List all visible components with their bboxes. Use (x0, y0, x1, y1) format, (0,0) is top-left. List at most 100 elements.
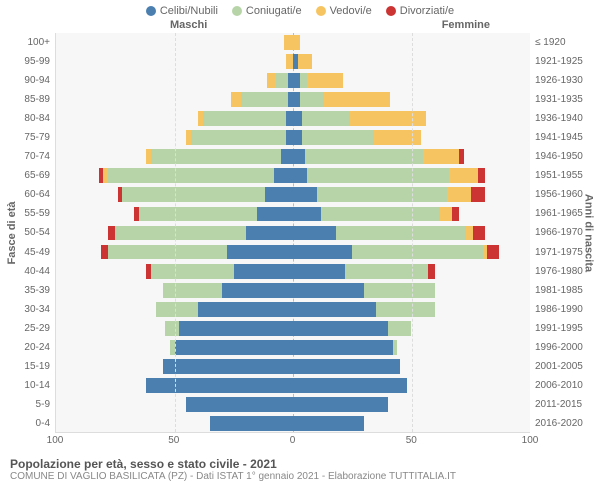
bar-segment (286, 111, 293, 126)
bar-segment (186, 397, 293, 412)
bar-segment (350, 111, 426, 126)
birth-label: 1986-1990 (535, 300, 600, 319)
birth-label: 1971-1975 (535, 243, 600, 262)
bar-segment (175, 340, 294, 355)
y-axis-left: 100+95-9990-9485-8980-8475-7970-7465-696… (0, 33, 55, 433)
bar-segment (234, 264, 293, 279)
bar-segment (222, 283, 293, 298)
bar-segment (231, 92, 240, 107)
pyramid-row (56, 264, 530, 279)
bar-segment (302, 130, 373, 145)
legend: Celibi/Nubili Coniugati/e Vedovi/e Divorzia… (0, 0, 600, 19)
bar-segment (101, 245, 108, 260)
age-label: 100+ (0, 33, 50, 52)
birth-label: 2006-2010 (535, 376, 600, 395)
bar-segment (452, 207, 459, 222)
bar-segment (293, 283, 364, 298)
bar-segment (108, 245, 227, 260)
legend-label: Coniugati/e (246, 5, 302, 17)
bar-segment (198, 302, 293, 317)
bar-segment (293, 130, 302, 145)
bar-segment (293, 302, 376, 317)
bar-segment (324, 92, 390, 107)
age-label: 45-49 (0, 243, 50, 262)
bar-segment (286, 54, 293, 69)
pyramid-row (56, 149, 530, 164)
pyramid-row (56, 73, 530, 88)
bar-segment (115, 226, 245, 241)
bar-segment (108, 168, 274, 183)
bar-segment (274, 168, 293, 183)
bar-segment (163, 283, 222, 298)
age-label: 25-29 (0, 319, 50, 338)
pyramid-row (56, 54, 530, 69)
bar-segment (179, 321, 293, 336)
pyramid-row (56, 283, 530, 298)
bar-segment (393, 340, 398, 355)
bar-segment (286, 130, 293, 145)
birth-label: 2011-2015 (535, 395, 600, 414)
chart-area: 100+95-9990-9485-8980-8475-7970-7465-696… (0, 33, 600, 433)
pyramid-row (56, 92, 530, 107)
age-label: 35-39 (0, 281, 50, 300)
birth-label: 1946-1950 (535, 147, 600, 166)
bar-segment (293, 340, 393, 355)
x-tick: 100 (522, 435, 539, 446)
birth-label: 1951-1955 (535, 166, 600, 185)
legend-item: Divorziati/e (386, 5, 454, 17)
grid-line (412, 33, 413, 432)
age-label: 95-99 (0, 52, 50, 71)
bar-segment (466, 226, 473, 241)
bar-segment (265, 187, 293, 202)
bar-segment (478, 168, 485, 183)
bar-segment (293, 168, 307, 183)
bar-segment (447, 187, 471, 202)
bar-segment (163, 359, 293, 374)
x-tick: 100 (47, 435, 64, 446)
birth-label: 1921-1925 (535, 52, 600, 71)
bar-segment (151, 149, 281, 164)
legend-item: Celibi/Nubili (146, 5, 218, 17)
bar-segment (122, 187, 264, 202)
birth-label: 2016-2020 (535, 414, 600, 433)
legend-dot (386, 6, 396, 16)
birth-label: 1981-1985 (535, 281, 600, 300)
bar-segment (293, 187, 317, 202)
chart-subtitle: COMUNE DI VAGLIO BASILICATA (PZ) - Dati … (10, 471, 590, 482)
bar-segment (293, 226, 336, 241)
plot (55, 33, 530, 433)
birth-label: 1936-1940 (535, 109, 600, 128)
bar-segment (428, 264, 435, 279)
pyramid-row (56, 302, 530, 317)
pyramid-row (56, 359, 530, 374)
bar-segment (459, 149, 464, 164)
pyramid-row (56, 321, 530, 336)
pyramid-row (56, 397, 530, 412)
bar-segment (307, 168, 449, 183)
age-label: 15-19 (0, 357, 50, 376)
bar-segment (293, 111, 302, 126)
bar-segment (336, 226, 466, 241)
bar-segment (471, 187, 485, 202)
bar-segment (267, 73, 276, 88)
age-label: 80-84 (0, 109, 50, 128)
legend-item: Vedovi/e (316, 5, 372, 17)
birth-label: 2001-2005 (535, 357, 600, 376)
legend-label: Celibi/Nubili (160, 5, 218, 17)
bar-segment (151, 264, 234, 279)
pyramid-row (56, 130, 530, 145)
pyramid-row (56, 245, 530, 260)
bar-segment (293, 264, 345, 279)
age-label: 20-24 (0, 338, 50, 357)
age-label: 0-4 (0, 414, 50, 433)
bar-segment (374, 130, 421, 145)
footer: Popolazione per età, sesso e stato civil… (0, 451, 600, 482)
bar-segment (241, 92, 288, 107)
bar-segment (307, 73, 343, 88)
bar-segment (293, 35, 300, 50)
bar-segment (281, 149, 293, 164)
legend-label: Divorziati/e (400, 5, 454, 17)
age-label: 65-69 (0, 166, 50, 185)
age-label: 75-79 (0, 128, 50, 147)
bar-segment (487, 245, 499, 260)
